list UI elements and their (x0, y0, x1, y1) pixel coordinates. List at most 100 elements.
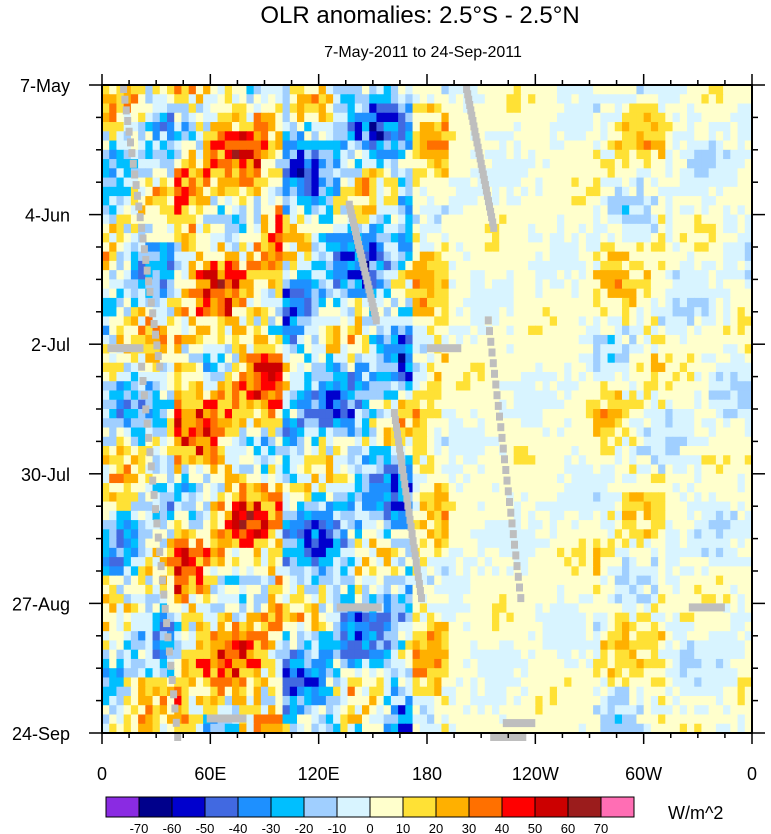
heatmap-cell (730, 538, 739, 549)
heatmap-cell (694, 418, 703, 429)
heatmap-cell (275, 547, 284, 558)
heatmap-cell (268, 446, 276, 456)
heatmap-cell (145, 270, 154, 280)
heatmap-cell (643, 307, 652, 318)
heatmap-cell (362, 344, 370, 355)
heatmap-cell (390, 446, 399, 456)
heatmap-cell (275, 260, 284, 271)
heatmap-cell (600, 288, 609, 299)
heatmap-cell (636, 529, 645, 540)
heatmap-cell (593, 85, 601, 95)
heatmap-cell (643, 492, 652, 503)
heatmap-cell (130, 288, 139, 299)
heatmap-cell (701, 520, 710, 530)
heatmap-cell (260, 270, 269, 280)
heatmap-cell (578, 575, 587, 586)
heatmap-cell (484, 399, 493, 410)
heatmap-cell (297, 205, 305, 216)
heatmap-cell (354, 492, 363, 503)
heatmap-cell (333, 575, 341, 586)
heatmap-cell (390, 529, 399, 540)
heatmap-cell (260, 492, 269, 503)
heatmap-cell (434, 399, 443, 410)
heatmap-cell (636, 297, 645, 308)
heatmap-cell (405, 547, 414, 558)
heatmap-cell (369, 177, 378, 188)
heatmap-cell (217, 510, 226, 521)
heatmap-cell (340, 140, 349, 151)
heatmap-cell (694, 584, 703, 595)
heatmap-cell (325, 297, 334, 308)
heatmap-cell (607, 325, 616, 336)
heatmap-cell (557, 112, 565, 123)
heatmap-cell (123, 177, 132, 188)
heatmap-cell (195, 584, 204, 595)
heatmap-cell (188, 131, 197, 142)
heatmap-cell (282, 316, 291, 327)
heatmap-cell (390, 566, 399, 577)
heatmap-cell (419, 483, 428, 493)
heatmap-cell (138, 473, 146, 484)
heatmap-cell (600, 85, 609, 95)
heatmap-cell (369, 279, 378, 290)
heatmap-cell (694, 473, 703, 484)
heatmap-cell (564, 436, 573, 447)
heatmap-cell (737, 251, 746, 262)
heatmap-cell (109, 390, 118, 401)
heatmap-cell (614, 390, 623, 401)
heatmap-cell (405, 334, 414, 345)
heatmap-cell (116, 316, 125, 327)
heatmap-cell (340, 270, 349, 280)
heatmap-cell (535, 149, 544, 160)
heatmap-cell (434, 251, 443, 262)
heatmap-cell (347, 520, 356, 530)
heatmap-cell (463, 584, 471, 595)
heatmap-cell (390, 325, 399, 336)
heatmap-cell (744, 455, 753, 466)
heatmap-cell (167, 473, 175, 484)
heatmap-cell (138, 584, 146, 595)
heatmap-cell (304, 196, 313, 206)
heatmap-cell (354, 529, 363, 540)
heatmap-cell (665, 399, 674, 410)
heatmap-cell (484, 483, 493, 493)
heatmap-cell (687, 242, 695, 253)
heatmap-cell (333, 251, 341, 262)
heatmap-cell (571, 325, 580, 336)
heatmap-cell (629, 584, 638, 595)
heatmap-cell (499, 159, 508, 169)
heatmap-cell (297, 140, 305, 151)
heatmap-cell (260, 446, 269, 456)
heatmap-cell (542, 196, 551, 206)
heatmap-cell (448, 353, 457, 364)
heatmap-cell (210, 205, 219, 216)
heatmap-cell (311, 168, 320, 179)
heatmap-cell (362, 566, 370, 577)
heatmap-cell (708, 131, 717, 142)
heatmap-cell (347, 492, 356, 503)
heatmap-cell (434, 233, 443, 243)
heatmap-cell (232, 575, 240, 586)
heatmap-cell (188, 334, 197, 345)
heatmap-cell (593, 122, 601, 132)
heatmap-cell (723, 483, 731, 493)
heatmap-cell (340, 334, 349, 345)
heatmap-cell (564, 538, 573, 549)
heatmap-cell (520, 279, 529, 290)
heatmap-cell (325, 140, 334, 151)
heatmap-cell (629, 390, 638, 401)
heatmap-cell (109, 297, 118, 308)
heatmap-cell (239, 399, 248, 410)
heatmap-cell (470, 297, 479, 308)
heatmap-cell (499, 186, 508, 197)
heatmap-cell (210, 270, 219, 280)
heatmap-cell (419, 94, 428, 105)
heatmap-cell (441, 186, 450, 197)
heatmap-cell (679, 584, 688, 595)
heatmap-cell (174, 214, 183, 225)
heatmap-cell (477, 557, 486, 567)
heatmap-cell (557, 529, 565, 540)
heatmap-cell (138, 510, 146, 521)
heatmap-cell (340, 520, 349, 530)
heatmap-cell (694, 362, 703, 373)
